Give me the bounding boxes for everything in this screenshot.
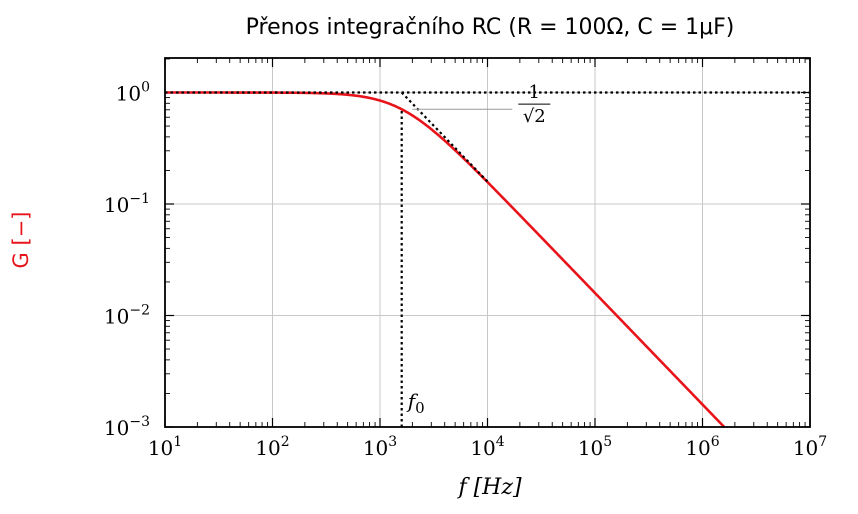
x-tick-label: 106 (685, 434, 719, 460)
series-layer (165, 91, 810, 428)
x-axis-label: f [Hz] (456, 475, 521, 500)
y-tick-label: 10−1 (104, 191, 150, 217)
y-axis-label: G [−] (9, 212, 33, 269)
x-tick-label: 104 (470, 434, 504, 460)
sqrt-label-denominator: √2 (523, 106, 546, 127)
chart-title: Přenos integračního RC (R = 100Ω, C = 1μ… (246, 15, 735, 40)
asymptote-slope-line (400, 91, 489, 183)
f0-label: f0 (406, 389, 425, 417)
y-tick-label: 100 (116, 80, 150, 106)
annotations: f0 1 √2 (406, 82, 551, 417)
plot-frame (164, 57, 811, 428)
x-tick-label: 102 (255, 434, 289, 460)
x-tick-labels: 101 102 103 104 105 106 107 (148, 434, 827, 460)
y-tick-label: 10−2 (104, 303, 150, 329)
x-tick-label: 105 (578, 434, 612, 460)
y-tick-labels: 10−3 10−2 10−1 100 (104, 80, 150, 441)
transfer-curve-line (165, 91, 726, 428)
sqrt-label-numerator: 1 (529, 82, 540, 103)
x-tick-label: 103 (363, 434, 397, 460)
y-tick-label: 10−3 (104, 414, 150, 440)
x-tick-label: 101 (148, 434, 182, 460)
grid (165, 58, 810, 427)
x-tick-label: 107 (793, 434, 827, 460)
